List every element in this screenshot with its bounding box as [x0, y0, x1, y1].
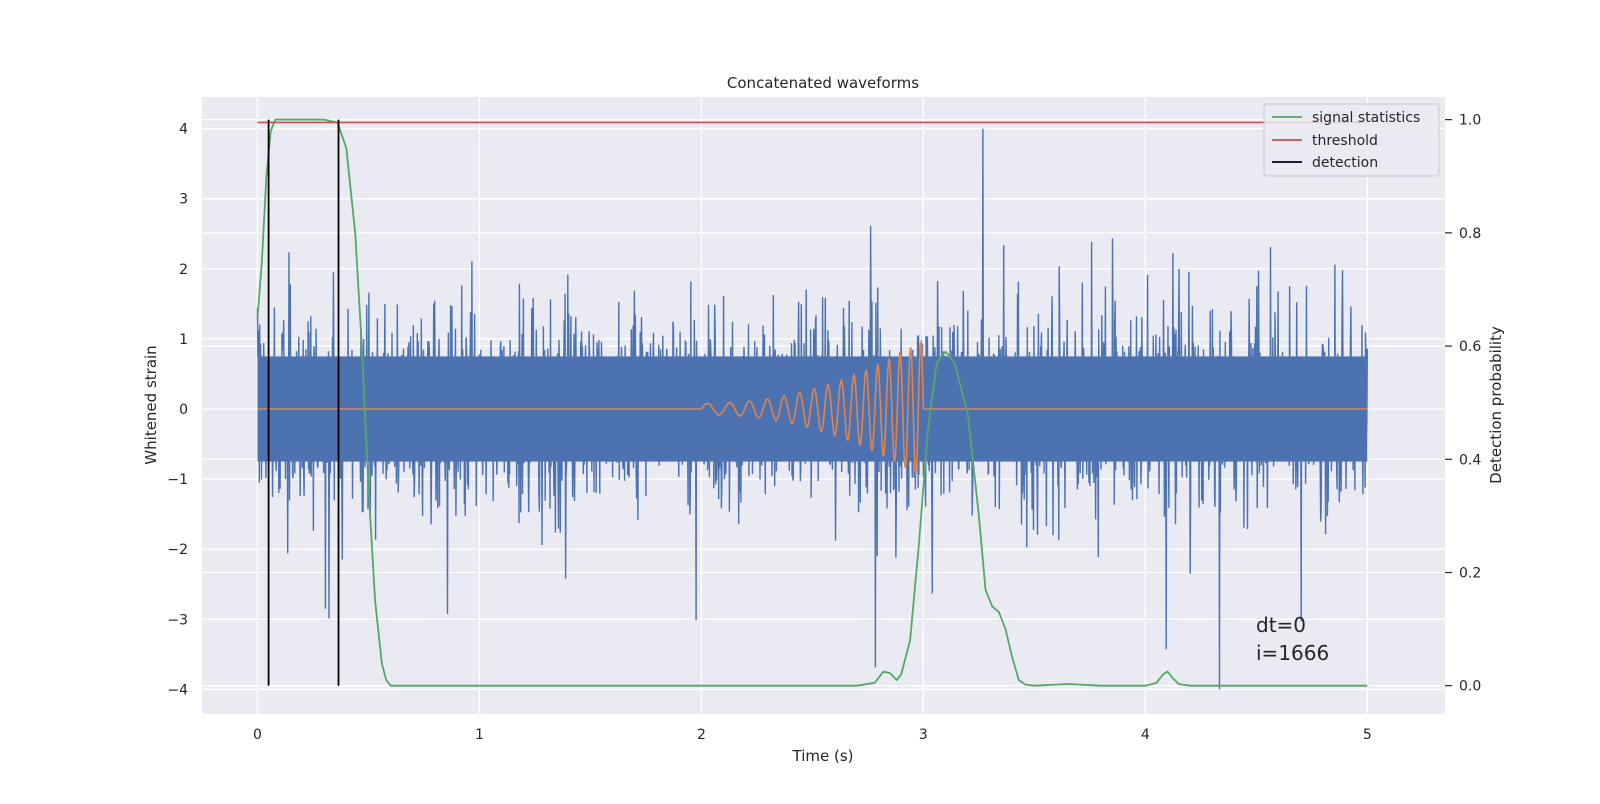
y-left-tick-label: −3 [167, 612, 188, 628]
y-right-tick-label: 0.4 [1459, 452, 1481, 468]
y-right-tick-label: 1.0 [1459, 113, 1481, 129]
annotation-index: i=1666 [1256, 641, 1329, 665]
y-left-tick-label: −4 [167, 682, 188, 698]
x-tick-label: 4 [1141, 727, 1150, 743]
legend: signal statistics threshold detection [1263, 103, 1440, 177]
y-axis-label-right: Detection probability [1487, 326, 1505, 484]
x-tick-label: 2 [697, 727, 706, 743]
y-right-tick-label: 0.8 [1459, 226, 1481, 242]
x-tick-label: 1 [475, 727, 484, 743]
legend-label-threshold: threshold [1312, 133, 1378, 149]
series-layer [256, 118, 1368, 690]
y-left-tick-label: 0 [179, 402, 188, 418]
series-signal-statistics [256, 118, 1368, 687]
y-left-tick-label: 3 [179, 192, 188, 208]
y-axis-label-left: Whitened strain [142, 345, 160, 464]
tick-labels: 0 1 2 3 4 5 4 3 2 1 0 −1 −2 −3 −4 1.0 0.8 0.6 0.4 0.2 0.0 [167, 113, 1481, 743]
y-left-tick-label: 1 [179, 332, 188, 348]
x-tick-label: 5 [1363, 727, 1372, 743]
y-right-tick-label: 0.6 [1459, 339, 1481, 355]
series-injected-waveform [257, 338, 1368, 474]
chart-title: Concatenated waveforms [727, 74, 919, 92]
y-left-tick-label: 4 [179, 122, 188, 138]
annotations: dt=0 i=1666 [1256, 613, 1329, 665]
legend-box [1263, 103, 1440, 177]
legend-label-signal-statistics: signal statistics [1312, 110, 1420, 126]
annotation-dt: dt=0 [1256, 613, 1306, 637]
y-left-tick-label: −1 [167, 472, 188, 488]
y-right-tick-label: 0.0 [1459, 679, 1481, 695]
x-tick-label: 3 [919, 727, 928, 743]
y-right-tick-label: 0.2 [1459, 565, 1481, 581]
x-axis-label: Time (s) [792, 747, 854, 765]
y-left-tick-label: −2 [167, 542, 188, 558]
legend-label-detection: detection [1312, 155, 1378, 171]
y-left-tick-label: 2 [179, 262, 188, 278]
x-tick-label: 0 [253, 727, 262, 743]
